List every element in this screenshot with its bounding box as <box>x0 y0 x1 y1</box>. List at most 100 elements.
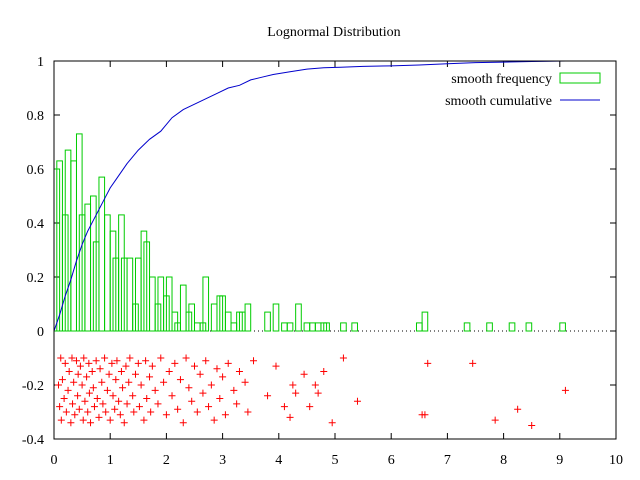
axis-ticks <box>53 60 617 440</box>
sample-point <box>76 362 84 370</box>
sample-point <box>207 381 215 389</box>
sample-point <box>233 400 241 408</box>
sample-point <box>292 389 300 397</box>
sample-point <box>79 416 87 424</box>
y-tick-label: 0.4 <box>27 217 45 232</box>
sample-point <box>320 368 328 375</box>
sample-point <box>353 397 361 405</box>
sample-point <box>219 373 227 381</box>
sample-point <box>92 357 100 365</box>
histogram-bar <box>104 214 111 332</box>
sample-point <box>216 395 224 402</box>
sample-point <box>221 411 229 419</box>
sample-point <box>205 403 213 411</box>
sample-point <box>130 408 138 416</box>
sample-point <box>179 419 187 427</box>
sample-point <box>286 413 294 421</box>
histogram-bar <box>224 311 232 332</box>
sample-point <box>89 384 97 392</box>
sample-point <box>561 386 569 394</box>
y-tick-label: -0.2 <box>22 379 44 394</box>
sample-point <box>54 381 62 389</box>
sample-points <box>54 354 569 429</box>
y-tick-label: 1 <box>37 55 44 70</box>
histogram-bar <box>272 303 280 332</box>
sample-point <box>71 411 79 419</box>
sample-point <box>131 370 139 378</box>
sample-point <box>339 354 347 362</box>
sample-point <box>62 408 70 416</box>
histogram-bar <box>463 322 471 332</box>
sample-point <box>421 411 429 419</box>
sample-point <box>117 368 125 375</box>
histogram-bar <box>309 322 316 332</box>
sample-point <box>199 389 207 397</box>
cumulative-line <box>53 60 566 332</box>
sample-point <box>314 389 322 397</box>
sample-point <box>108 359 116 367</box>
sample-point <box>182 354 190 362</box>
sample-point <box>134 359 142 367</box>
sample-point <box>143 395 151 402</box>
sample-point <box>162 411 170 419</box>
sample-point <box>72 357 80 365</box>
histogram-bar <box>486 322 493 332</box>
sample-point <box>140 416 148 424</box>
sample-point <box>74 370 82 378</box>
histogram-bar <box>126 257 134 332</box>
histogram-bar <box>244 303 252 332</box>
sample-point <box>65 368 73 375</box>
sample-point <box>174 405 182 413</box>
x-tick-label: 5 <box>332 453 339 468</box>
sample-point <box>264 392 272 400</box>
histogram-bar <box>421 311 429 332</box>
y-tick-label: -0.4 <box>22 433 44 448</box>
legend-label: smooth cumulative <box>445 94 552 109</box>
histogram-bar <box>70 160 77 332</box>
sample-point <box>81 397 89 405</box>
histogram-bar <box>194 322 201 332</box>
sample-point <box>191 362 198 370</box>
x-tick-label: 1 <box>107 453 114 468</box>
sample-point <box>74 392 82 400</box>
sample-point <box>102 408 110 416</box>
sample-point <box>116 411 124 419</box>
histogram-bar <box>202 276 210 332</box>
sample-point <box>60 395 68 402</box>
sample-point <box>96 365 104 373</box>
sample-point <box>122 362 130 370</box>
x-tick-label: 4 <box>275 453 282 468</box>
histogram-bar <box>314 322 322 332</box>
sample-point <box>120 419 128 427</box>
sample-point <box>306 403 314 411</box>
histogram-bar <box>165 276 173 332</box>
sample-point <box>125 378 133 386</box>
sample-point <box>83 373 91 381</box>
sample-point <box>85 389 93 397</box>
sample-point <box>224 359 232 367</box>
sample-point <box>235 368 243 375</box>
sample-point <box>99 400 107 408</box>
sample-point <box>289 381 297 389</box>
chart-title: Lognormal Distribution <box>267 25 400 40</box>
sample-point <box>88 368 96 375</box>
sample-point <box>135 403 143 411</box>
sample-point <box>157 354 165 362</box>
sample-point <box>148 362 156 370</box>
histogram-bar <box>295 303 302 332</box>
histogram-bar <box>188 303 196 332</box>
sample-point <box>213 365 221 373</box>
sample-point <box>244 408 252 416</box>
x-tick-label: 6 <box>388 453 395 468</box>
histogram-bar <box>281 322 288 332</box>
histogram-bar <box>84 203 92 332</box>
sample-point <box>171 359 179 367</box>
sample-point <box>84 408 92 416</box>
sample-point <box>280 403 288 411</box>
sample-point <box>57 416 65 424</box>
sample-point <box>106 416 114 424</box>
sample-point <box>85 359 93 367</box>
sample-point <box>196 370 204 378</box>
sample-point <box>75 405 83 413</box>
